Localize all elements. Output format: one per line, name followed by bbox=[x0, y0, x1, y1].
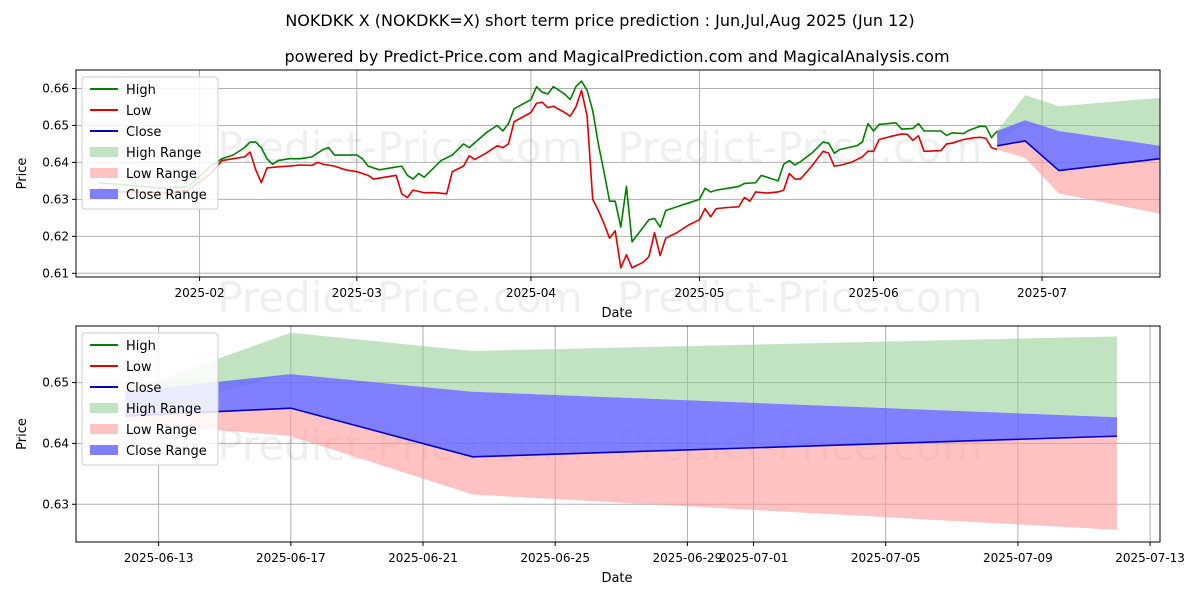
y-tick-label: 0.64 bbox=[42, 436, 69, 450]
top-plot: Predict-Price.com Predict-Price.com Predic… bbox=[15, 69, 1161, 322]
high-range-band bbox=[125, 332, 1118, 418]
y-tick-label: 0.65 bbox=[42, 376, 69, 390]
legend-swatch-high-range bbox=[90, 403, 118, 413]
low-line bbox=[98, 89, 998, 269]
legend-label-close-range: Close Range bbox=[126, 444, 207, 459]
legend-label-close: Close bbox=[126, 381, 161, 396]
legend: High Low Close High Range Low Range Close Ran… bbox=[81, 332, 219, 466]
watermark-text: Predict-Price.com bbox=[617, 273, 982, 322]
low-range-band bbox=[997, 140, 1160, 214]
legend-label-low-range: Low Range bbox=[126, 423, 197, 438]
x-tick-label: 2025-07-05 bbox=[851, 551, 921, 565]
x-tick-label: 2025-05 bbox=[674, 286, 724, 300]
legend-swatch-high-range bbox=[90, 147, 118, 157]
x-tick-label: 2025-02 bbox=[174, 286, 224, 300]
legend-label-low-range: Low Range bbox=[126, 167, 197, 182]
y-tick-label: 0.65 bbox=[42, 118, 69, 132]
legend-label-high-range: High Range bbox=[126, 146, 201, 161]
legend-swatch-low-range bbox=[90, 168, 118, 178]
legend-swatch-close-range bbox=[90, 189, 118, 199]
y-tick-label: 0.64 bbox=[42, 155, 69, 169]
high-line bbox=[98, 80, 998, 243]
legend: High Low Close High Range Low Range Close Ran… bbox=[81, 76, 219, 210]
close-line bbox=[996, 140, 1160, 172]
x-tick-label: 2025-07-13 bbox=[1115, 551, 1185, 565]
legend-label-high: High bbox=[126, 339, 156, 354]
legend-label-close: Close bbox=[126, 125, 161, 140]
legend-label-close-range: Close Range bbox=[126, 188, 207, 203]
legend-swatch-low-range bbox=[90, 424, 118, 434]
close-range-band bbox=[997, 120, 1160, 171]
x-tick-label: 2025-07 bbox=[1017, 286, 1067, 300]
chart-subtitle: powered by Predict-Price.com and Magical… bbox=[284, 47, 949, 66]
legend-label-high: High bbox=[126, 83, 156, 98]
x-tick-label: 2025-07-01 bbox=[719, 551, 789, 565]
x-tick-label: 2025-06-25 bbox=[520, 551, 590, 565]
watermark-text: Predict-Price.com bbox=[217, 273, 582, 322]
y-tick-label: 0.63 bbox=[42, 192, 69, 206]
y-tick-label: 0.62 bbox=[42, 229, 69, 243]
bottom-plot: Predict-Price.comPredict-Price.com2025-0… bbox=[15, 325, 1185, 586]
x-tick-label: 2025-06-17 bbox=[256, 551, 326, 565]
close-range-band bbox=[125, 374, 1118, 457]
x-tick-label: 2025-06-13 bbox=[124, 551, 194, 565]
y-axis-label: Price bbox=[15, 158, 30, 190]
y-axis-label: Price bbox=[15, 418, 30, 450]
x-axis-label: Date bbox=[601, 571, 632, 586]
legend-label-high-range: High Range bbox=[126, 402, 201, 417]
x-tick-label: 2025-07-09 bbox=[983, 551, 1053, 565]
plot-frame bbox=[75, 69, 1161, 278]
x-tick-label: 2025-06-21 bbox=[388, 551, 458, 565]
x-tick-label: 2025-03 bbox=[332, 286, 382, 300]
low-range-band bbox=[125, 408, 1118, 530]
x-axis-label: Date bbox=[601, 306, 632, 321]
x-tick-label: 2025-06 bbox=[848, 286, 898, 300]
legend-swatch-close-range bbox=[90, 445, 118, 455]
y-tick-label: 0.66 bbox=[42, 81, 69, 95]
watermark-text: Predict-Price.com bbox=[617, 123, 982, 172]
legend-label-low: Low bbox=[126, 360, 152, 375]
x-tick-label: 2025-04 bbox=[506, 286, 556, 300]
y-tick-label: 0.61 bbox=[42, 266, 69, 280]
high-range-band bbox=[997, 95, 1160, 146]
x-tick-label: 2025-06-29 bbox=[653, 551, 723, 565]
y-tick-label: 0.63 bbox=[42, 497, 69, 511]
chart-title: NOKDKK X (NOKDKK=X) short term price pre… bbox=[285, 11, 914, 30]
plot-frame bbox=[75, 325, 1161, 543]
watermark-text: Predict-Price.com bbox=[217, 123, 582, 172]
legend-label-low: Low bbox=[126, 104, 152, 119]
